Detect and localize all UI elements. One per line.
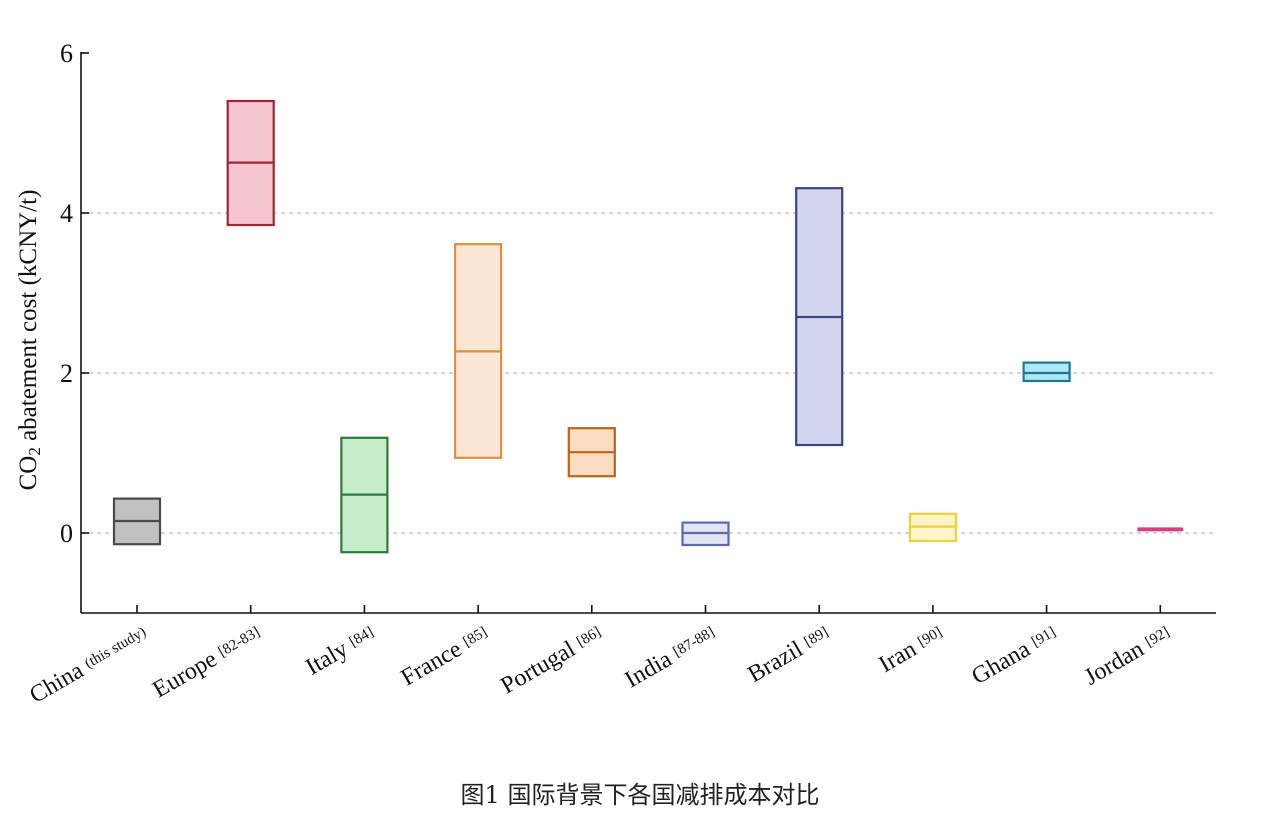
y-tick-label: 0	[60, 519, 73, 548]
y-tick-label: 6	[60, 39, 73, 68]
range-bar-rect	[1137, 527, 1184, 532]
x-tick-label: Ghana [91]	[968, 621, 1062, 690]
range-bar-portugal	[567, 427, 616, 478]
range-bars	[112, 99, 1184, 554]
range-bar-france	[454, 243, 503, 459]
range-bar-ghana	[1022, 361, 1071, 383]
x-tick-label: India [87-88]	[621, 621, 721, 694]
x-tick-label: Europe [82-83]	[149, 621, 266, 704]
figure-caption: 图1 国际背景下各国减排成本对比	[460, 781, 820, 809]
x-tick-label: China (this study)	[25, 621, 152, 709]
x-tick-label: Portugal [86]	[497, 621, 607, 700]
range-bar-europe	[226, 99, 275, 227]
y-tick-label: 4	[60, 199, 73, 228]
chart-canvas: 0 2 4 6 China (this study) Europe [82-83] Ita…	[15, 39, 1216, 709]
y-axis-label: CO2 abatement cost (kCNY/t)	[15, 190, 44, 491]
range-bar-italy	[340, 436, 389, 554]
range-bar-iran	[908, 512, 958, 543]
range-bar-brazil	[795, 187, 844, 447]
y-tick-label: 2	[60, 359, 73, 388]
x-tick-label: Iran [90]	[875, 621, 948, 678]
y-ticks: 0 2 4 6	[60, 39, 89, 548]
axes	[80, 52, 1216, 614]
range-bar-rect	[1022, 361, 1071, 383]
x-tick-label: Brazil [89]	[744, 621, 835, 688]
range-bar-jordan	[1137, 527, 1184, 532]
range-bar-india	[681, 521, 730, 547]
x-tick-label: Jordan [92]	[1080, 621, 1175, 691]
x-tick-label: Italy [84]	[301, 621, 379, 681]
x-ticks: China (this study) Europe [82-83] Italy [8…	[25, 605, 1175, 709]
x-tick-label: France [85]	[397, 621, 493, 692]
range-bar-china	[112, 497, 162, 546]
